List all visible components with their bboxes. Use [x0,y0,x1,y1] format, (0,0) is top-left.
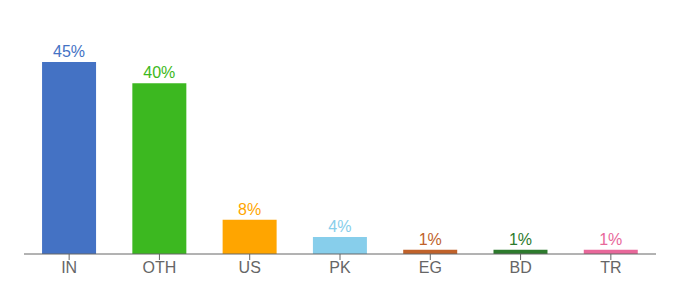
svg-text:1%: 1% [509,231,532,248]
svg-text:PK: PK [329,259,351,276]
svg-text:40%: 40% [143,64,175,81]
svg-text:8%: 8% [238,201,261,218]
svg-text:4%: 4% [328,218,351,235]
svg-text:IN: IN [61,259,77,276]
svg-text:45%: 45% [53,43,85,60]
svg-text:EG: EG [419,259,442,276]
svg-text:1%: 1% [419,231,442,248]
svg-text:TR: TR [600,259,621,276]
svg-text:OTH: OTH [143,259,177,276]
svg-text:1%: 1% [599,231,622,248]
svg-text:BD: BD [509,259,531,276]
svg-text:US: US [239,259,261,276]
